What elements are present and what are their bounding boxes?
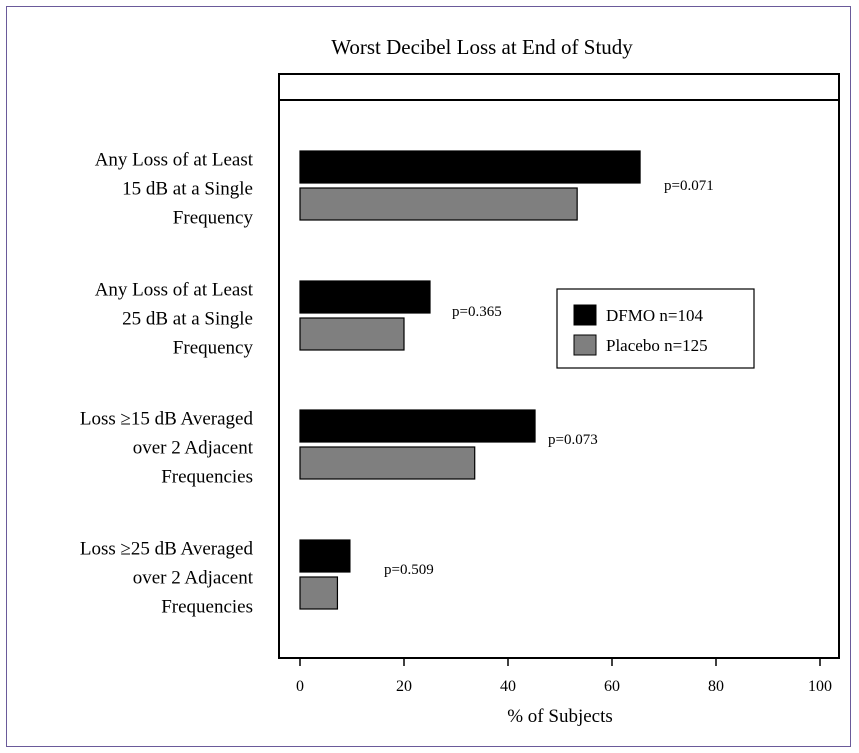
legend-label: Placebo n=125 — [606, 336, 708, 355]
x-tick-label: 40 — [500, 678, 516, 695]
legend-box — [556, 288, 755, 369]
title-strip — [278, 73, 840, 101]
p-value-annotation: p=0.073 — [548, 432, 598, 448]
x-tick-label: 0 — [296, 678, 304, 695]
chart-title: Worst Decibel Loss at End of Study — [331, 35, 633, 59]
x-tick-label: 100 — [808, 678, 832, 695]
bar-placebo — [299, 317, 405, 351]
bar-dfmo — [299, 280, 431, 314]
legend-swatch — [573, 334, 597, 356]
category-label: Frequencies — [161, 467, 253, 488]
category-label: Frequency — [173, 338, 254, 359]
category-label: Any Loss of at Least — [95, 280, 254, 301]
x-tick-label: 80 — [708, 678, 724, 695]
bar-dfmo — [299, 150, 641, 184]
category-label: Loss ≥15 dB Averaged — [80, 409, 254, 430]
category-label: Frequency — [173, 208, 254, 229]
category-label: Loss ≥25 dB Averaged — [80, 539, 254, 560]
legend-swatch — [573, 304, 597, 326]
p-value-annotation: p=0.071 — [664, 178, 714, 194]
plot-area — [278, 99, 840, 659]
category-label: over 2 Adjacent — [133, 438, 254, 459]
category-label: 15 dB at a Single — [122, 179, 253, 200]
bar-dfmo — [299, 539, 351, 573]
category-label: Frequencies — [161, 597, 253, 618]
x-tick-label: 20 — [396, 678, 412, 695]
p-value-annotation: p=0.509 — [384, 562, 434, 578]
chart-frame — [6, 6, 851, 747]
p-value-annotation: p=0.365 — [452, 304, 502, 320]
category-label: Any Loss of at Least — [95, 150, 254, 171]
bar-placebo — [299, 187, 578, 221]
category-label: 25 dB at a Single — [122, 309, 253, 330]
bar-dfmo — [299, 409, 536, 443]
legend-label: DFMO n=104 — [606, 306, 703, 325]
bar-placebo — [299, 446, 476, 480]
x-tick-label: 60 — [604, 678, 620, 695]
bar-placebo — [299, 576, 339, 610]
x-axis-label: % of Subjects — [507, 706, 613, 727]
category-label: over 2 Adjacent — [133, 568, 254, 589]
